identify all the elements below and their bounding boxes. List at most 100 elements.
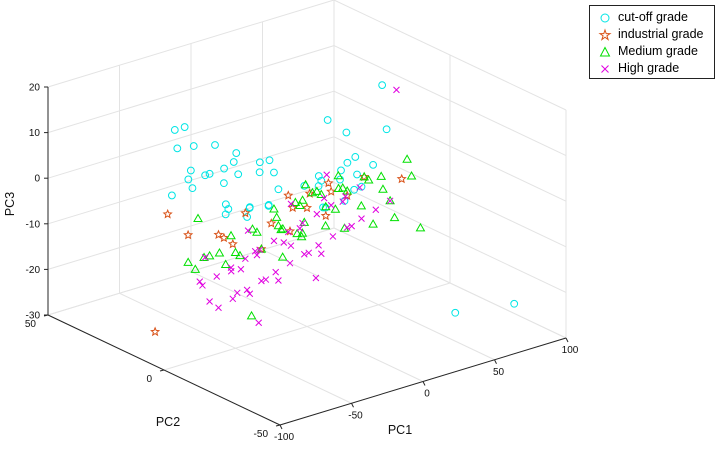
x-marker-icon: [601, 65, 609, 73]
legend-label: Medium grade: [618, 44, 698, 58]
legend-item-industrial: industrial grade: [590, 26, 714, 43]
gridline: [333, 90, 567, 202]
data-point: [300, 179, 311, 189]
gridline: [333, 227, 567, 339]
data-point: [369, 160, 378, 169]
data-point: [353, 170, 361, 179]
data-point: [214, 247, 225, 257]
data-point: [183, 257, 194, 266]
data-point: [241, 255, 249, 263]
data-point: [343, 224, 351, 231]
data-point: [213, 229, 224, 240]
data-point: [348, 222, 356, 230]
data-point: [243, 286, 251, 294]
data-point: [385, 195, 395, 205]
data-point: [190, 264, 201, 273]
legend-item-medium: Medium grade: [590, 43, 714, 60]
data-point: [300, 250, 308, 258]
data-point: [255, 319, 263, 327]
z-tick-label: -10: [26, 219, 41, 230]
data-point: [336, 175, 344, 184]
y-tick-label: -50: [254, 429, 269, 440]
x-tick-label: -100: [274, 432, 294, 443]
data-point: [415, 222, 426, 232]
y-tick-label: 50: [25, 319, 37, 330]
data-point: [256, 246, 264, 254]
x-tick-mark: [565, 337, 569, 343]
data-point: [232, 149, 241, 157]
gridline: [333, 136, 567, 248]
data-point: [376, 171, 387, 180]
data-point: [396, 173, 407, 184]
data-point: [382, 125, 391, 134]
data-point: [301, 202, 313, 213]
data-point: [320, 220, 331, 230]
data-point: [368, 219, 378, 228]
x-tick-mark: [279, 424, 283, 430]
x-axis-label: PC1: [388, 423, 412, 437]
data-point: [307, 187, 318, 197]
data-point: [337, 166, 345, 175]
data-point: [211, 141, 219, 149]
data-point: [333, 170, 344, 180]
data-point: [186, 166, 195, 175]
data-point: [170, 126, 179, 134]
data-point: [269, 203, 279, 213]
data-point: [329, 233, 337, 240]
gridline: [47, 45, 335, 134]
data-point: [343, 158, 352, 167]
data-point: [264, 201, 273, 209]
data-point: [311, 186, 322, 195]
data-point: [313, 210, 321, 218]
data-point: [286, 259, 294, 267]
data-point: [253, 251, 261, 259]
legend-label: cut-off grade: [618, 10, 688, 24]
gridline: [47, 136, 335, 225]
data-point: [234, 170, 243, 179]
data-point: [320, 210, 331, 221]
data-point: [297, 228, 308, 237]
data-point: [312, 274, 320, 282]
data-point: [389, 212, 400, 222]
axis-layer: [43, 86, 569, 430]
data-point: [276, 224, 286, 234]
data-point: [237, 265, 245, 273]
data-point: [272, 268, 280, 276]
data-point: [378, 184, 388, 193]
data-point: [199, 282, 206, 289]
data-point: [265, 156, 274, 165]
data-point: [273, 220, 284, 230]
data-point: [284, 228, 292, 236]
data-point: [162, 208, 173, 219]
data-point: [358, 215, 365, 222]
data-point: [323, 116, 332, 124]
data-point: [213, 273, 221, 280]
z-tick-label: 10: [29, 128, 41, 139]
data-point: [206, 298, 213, 305]
data-point: [233, 289, 241, 297]
data-point: [270, 168, 278, 177]
z-tick-label: 0: [34, 174, 40, 185]
data-point: [314, 172, 323, 180]
data-point: [333, 183, 344, 192]
points-layer: [150, 81, 519, 337]
data-point: [292, 228, 303, 238]
data-point: [184, 175, 193, 184]
data-point: [262, 276, 270, 283]
data-point: [274, 185, 283, 194]
data-point: [168, 191, 176, 200]
data-point: [270, 237, 278, 245]
data-point: [230, 247, 241, 256]
data-point: [372, 206, 380, 214]
x-tick-mark: [351, 403, 354, 408]
data-point: [229, 158, 238, 166]
data-point: [317, 250, 325, 258]
legend-label: industrial grade: [618, 27, 704, 41]
data-point: [188, 184, 197, 193]
data-point: [277, 252, 288, 261]
data-point: [296, 225, 304, 232]
data-point: [357, 182, 366, 191]
z-tick-label: -20: [26, 265, 41, 276]
